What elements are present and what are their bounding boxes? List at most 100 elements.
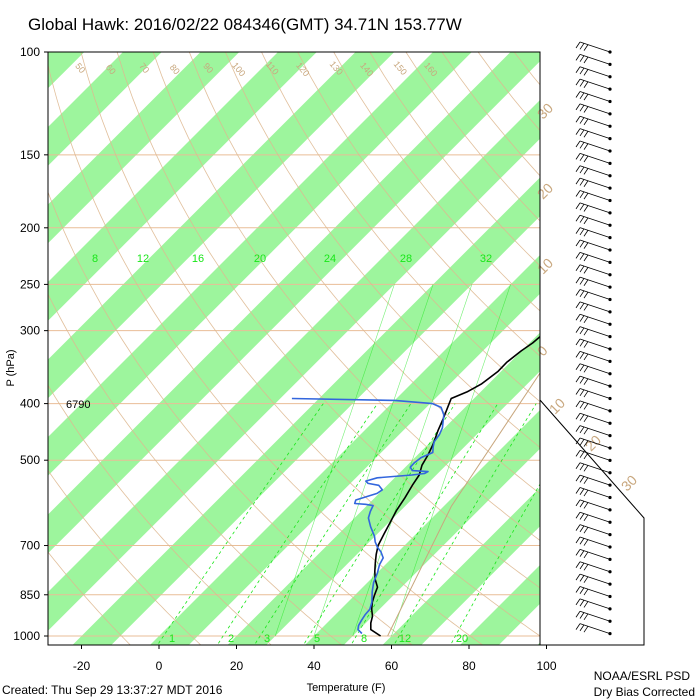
wind-barb-shaft [579,313,611,325]
wind-barb-feather [583,118,589,126]
wind-barb-shaft [579,214,611,226]
wind-barb-feather [579,624,585,632]
wind-barb-feather [583,93,589,101]
wind-barb-shaft [579,449,611,461]
wind-barb-point [608,409,612,413]
wind-barb-shaft [579,301,611,313]
isotherm-band [612,52,700,648]
wind-barb-feather [575,202,581,210]
wind-barb-point [608,619,612,623]
wind-barb-point [608,396,612,401]
wind-barb-point [608,335,612,339]
mixing-ratio-line [350,403,499,645]
wind-barb-shaft [579,202,611,214]
wind-barb-shaft [579,350,611,362]
dry-adiabat [80,52,540,637]
mixing-ratio-label: 12 [137,253,149,265]
wind-barb-feather [579,216,585,223]
wind-barb-feather [579,315,585,322]
wind-barb-shaft [579,474,611,486]
wind-barb-feather [579,80,585,87]
x-tick-label: 100 [536,659,556,673]
wind-barb-shaft [579,239,611,251]
wind-barb-feather [583,81,589,88]
dry-adiabat-label: 90 [201,61,215,75]
wind-barb-feather [579,154,585,161]
wind-barb-feather [583,477,589,484]
wind-barb-point [608,483,612,487]
wind-barb-feather [579,500,585,508]
mixing-ratio-bottom-label: 5 [314,633,320,645]
wind-barb-point [608,359,612,363]
x-tick-label: 40 [307,659,321,673]
dry-adiabat [188,52,540,495]
wind-barb-feather [583,56,589,64]
wind-barb-feather [583,415,589,423]
wind-barb-feather [583,341,589,348]
wind-barb-feather [579,278,585,285]
wind-barb-feather [579,92,585,100]
dry-adiabat [586,52,700,648]
wind-barb-feather [579,129,585,137]
chart-title: Global Hawk: 2016/02/22 084346(GMT) 34.7… [28,15,462,34]
wind-barb-shaft [579,78,611,90]
wind-barb-feather [579,117,585,124]
wind-barb-point [608,570,612,574]
wind-barb-point [608,236,612,240]
y-tick-label: 150 [20,148,40,162]
wind-barb-feather [575,623,581,630]
isotherm-band [227,332,540,645]
wind-barb-point [608,582,612,586]
wind-barb-feather [575,326,581,333]
y-tick-label: 300 [20,324,40,338]
wind-barb-shaft [579,251,611,263]
wind-barb-point [608,545,612,549]
mixing-ratio-line [393,403,537,645]
wind-barb-feather [575,276,581,284]
wind-barb-feather [579,142,585,149]
wind-barb-shaft [579,375,611,387]
wind-barb-feather [575,462,581,469]
wind-barb-point [608,594,612,599]
correction-label: Dry Bias Corrected [594,685,695,699]
wind-barb-point [608,99,612,104]
wind-barb-feather [575,561,581,568]
wind-barb-shaft [579,573,611,585]
wind-barb-feather [579,203,585,211]
wind-barb-feather [583,304,589,311]
wind-barb-point [608,62,612,66]
wind-barb-feather [575,41,581,49]
wind-barb-feather [583,452,589,460]
wind-barb-point [608,458,612,462]
dry-adiabat [297,52,540,357]
wind-barb-shaft [579,610,611,622]
isotherm-band [382,487,540,645]
wind-barb-feather [583,130,589,138]
wind-barb-feather [583,328,589,336]
wind-barb-point [608,434,612,438]
wind-barb-point [608,223,612,227]
wind-barb-shaft [579,524,611,535]
wind-barb-shaft [579,91,611,102]
wind-barb-feather [579,241,585,248]
wind-barb-feather [579,253,585,260]
dry-adiabat-label: 150 [392,59,409,77]
wind-barb-feather [575,54,581,61]
wind-barb-feather [583,366,589,373]
wind-barb-feather [579,463,585,471]
wind-barb-feather [575,227,581,234]
wind-barb-feather [579,191,585,199]
wind-barb-point [608,533,612,537]
mixing-ratio-bottom-label: 8 [361,633,367,645]
wind-barb-point [608,161,612,165]
wind-barb-feather [583,576,589,583]
wind-barb-feather [583,625,589,633]
wind-barb-point [608,174,612,178]
wind-barb-feather [575,437,581,445]
wind-barb-feather [579,426,585,434]
x-axis-label: Temperature (F) [307,682,386,694]
wind-barb-feather [575,78,581,86]
wind-barb-point [608,75,612,79]
wind-barb-shaft [579,586,611,597]
